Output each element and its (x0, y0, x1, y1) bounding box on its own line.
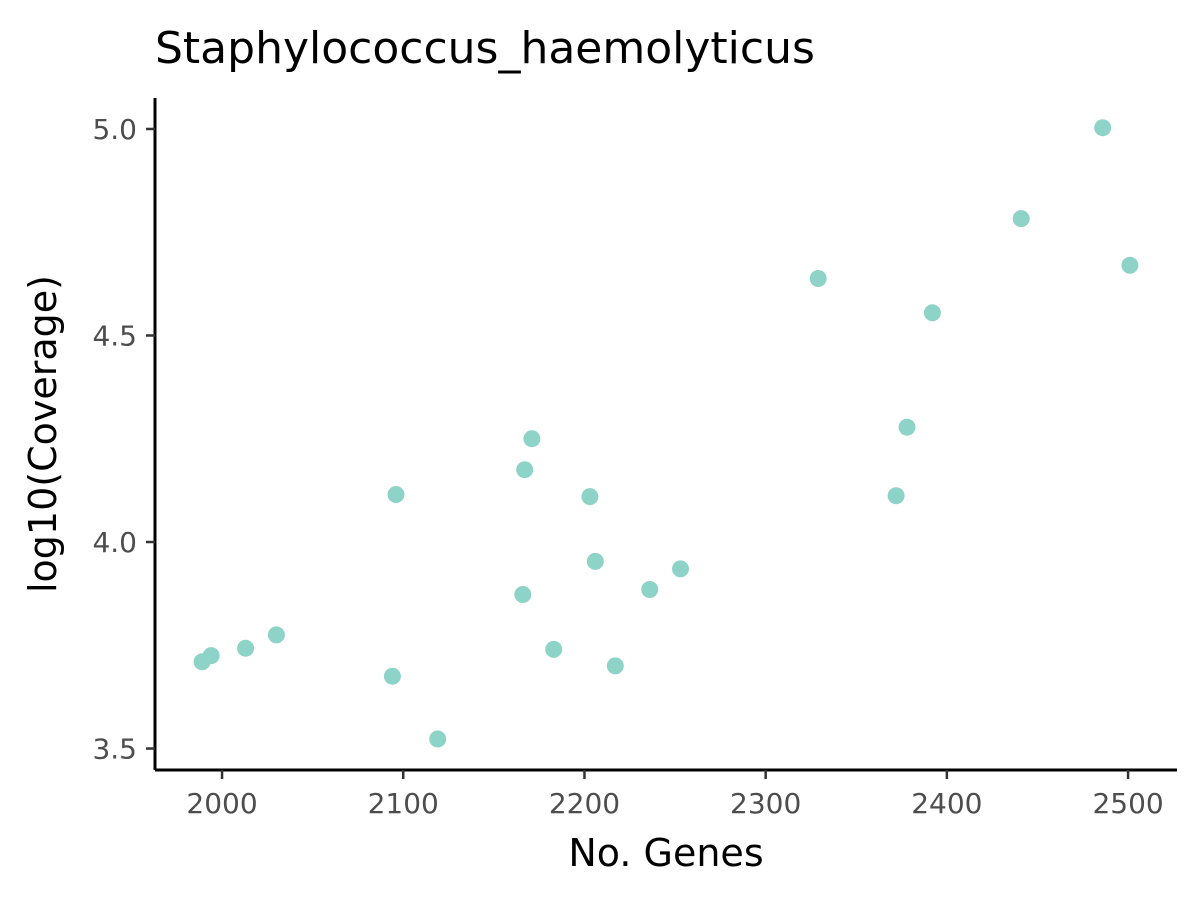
data-point (641, 581, 659, 598)
x-tick-label: 2000 (186, 787, 257, 820)
data-point (581, 488, 599, 506)
y-axis-title: log10(Coverage) (21, 275, 65, 593)
x-tick-label: 2400 (911, 787, 982, 820)
data-point (387, 486, 405, 503)
data-point (923, 304, 941, 322)
data-point (545, 640, 563, 658)
data-point (523, 430, 541, 448)
data-point (429, 730, 447, 748)
data-point (606, 657, 624, 675)
x-tick-label: 2200 (549, 787, 620, 820)
y-tick-label: 4.5 (92, 319, 137, 352)
y-tick-label: 4.0 (92, 526, 137, 559)
y-tick-label: 5.0 (92, 113, 137, 146)
data-point (202, 647, 220, 665)
data-point (383, 667, 401, 685)
y-tick-label: 3.5 (92, 733, 137, 766)
data-point (1094, 119, 1112, 137)
y-axis-ticks: 3.5 4.0 4.5 5.0 (92, 113, 155, 766)
data-point (516, 461, 534, 479)
data-point (898, 418, 916, 436)
data-point (809, 270, 827, 287)
data-point (514, 586, 532, 603)
data-point (237, 639, 255, 657)
data-point (1121, 256, 1139, 274)
x-axis-ticks: 2000 2100 2200 2300 2400 2500 (186, 770, 1164, 820)
data-point (672, 560, 689, 578)
data-point (887, 487, 905, 505)
x-tick-label: 2300 (730, 787, 801, 820)
x-axis-title: No. Genes (568, 831, 763, 875)
data-point (586, 552, 604, 570)
x-tick-label: 2500 (1092, 787, 1163, 820)
chart-title: Staphylococcus_haemolyticus (155, 23, 815, 74)
data-point (267, 626, 285, 644)
plot-points (193, 119, 1139, 748)
x-tick-label: 2100 (368, 787, 439, 820)
data-point (1012, 210, 1030, 228)
